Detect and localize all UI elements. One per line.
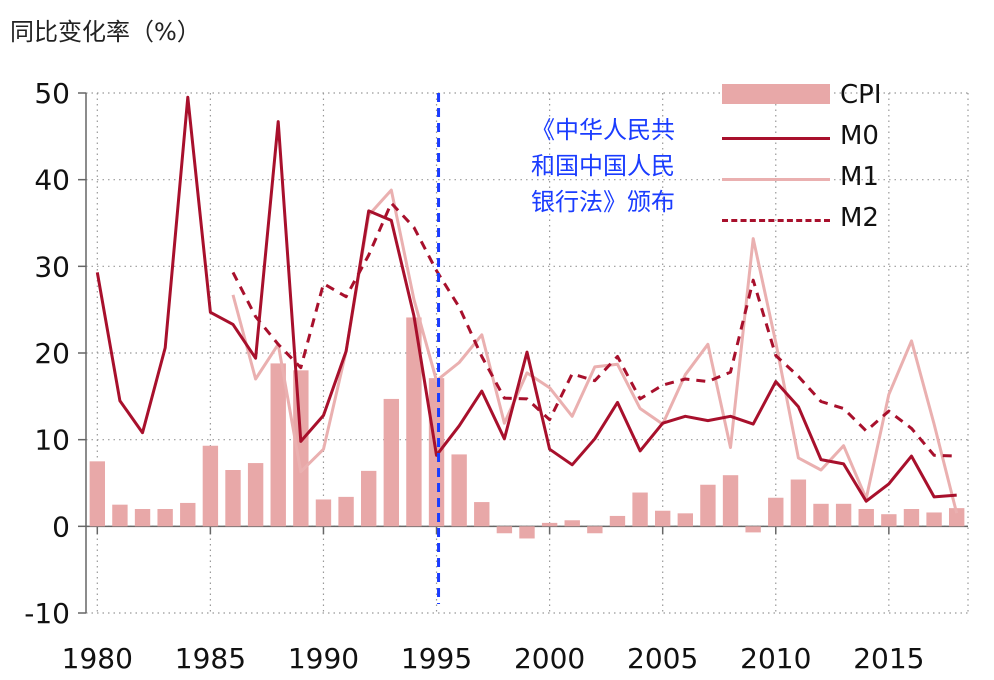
- cpi-bar: [745, 526, 761, 533]
- x-tick-label: 1980: [62, 642, 133, 675]
- cpi-bar: [587, 526, 603, 534]
- legend-swatch-cpi: [722, 84, 830, 104]
- y-tick-label: 10: [34, 424, 70, 457]
- cpi-bar: [813, 503, 829, 527]
- cpi-bar: [293, 370, 309, 527]
- y-tick-label: -10: [24, 597, 70, 630]
- cpi-bar: [112, 504, 128, 527]
- legend-item-m0: M0: [722, 119, 922, 160]
- y-tick-label: 0: [52, 510, 70, 543]
- cpi-bar: [338, 496, 354, 527]
- legend-swatch-m0: [722, 137, 830, 140]
- cpi-bar: [722, 475, 739, 527]
- cpi-bar: [157, 509, 173, 527]
- cpi-bar: [903, 509, 920, 527]
- cpi-bar: [180, 502, 196, 527]
- x-tick-label: 1990: [288, 642, 359, 675]
- y-tick-label: 20: [34, 337, 70, 370]
- cpi-bar: [361, 470, 377, 527]
- cpi-bar: [632, 492, 648, 527]
- legend-item-m2: M2: [722, 201, 922, 242]
- cpi-bar: [790, 479, 807, 527]
- m2-line: [231, 201, 957, 458]
- m0-line: [95, 95, 957, 503]
- x-tick-label: 2010: [740, 642, 811, 675]
- cpi-bar: [496, 526, 513, 534]
- legend-label-m1: M1: [840, 162, 879, 192]
- legend-label-m0: M0: [840, 121, 879, 151]
- y-axis-title: 同比变化率（%）: [10, 18, 201, 46]
- legend-label-m2: M2: [840, 203, 879, 233]
- cpi-bar: [926, 512, 942, 527]
- cpi-bar: [202, 445, 219, 527]
- legend-label-cpi: CPI: [840, 80, 882, 110]
- legend: CPI M0 M1 M2: [722, 78, 922, 242]
- legend-swatch-m1: [722, 178, 830, 181]
- cpi-bar: [655, 510, 671, 527]
- cpi-bar: [858, 509, 874, 527]
- cpi-bar: [949, 508, 965, 527]
- cpi-bar: [609, 515, 626, 527]
- cpi-bar: [406, 317, 422, 527]
- cpi-bar: [768, 497, 784, 527]
- cpi-bar: [383, 398, 399, 527]
- cpi-bar: [474, 502, 490, 527]
- y-tick-label: 40: [34, 164, 70, 197]
- cpi-bar: [541, 522, 558, 527]
- policy-annotation: 《中华人民共 和国中国人民 银行法》颁布: [531, 116, 675, 216]
- legend-item-cpi: CPI: [722, 78, 922, 119]
- x-tick-label: 2005: [627, 642, 698, 675]
- cpi-bar: [270, 363, 286, 527]
- cpi-bar: [247, 463, 264, 527]
- cpi-bar: [134, 509, 151, 527]
- cpi-bar: [700, 484, 716, 527]
- cpi-bar: [315, 499, 332, 527]
- x-tick-label: 1985: [175, 642, 246, 675]
- y-tick-label: 50: [34, 77, 70, 110]
- cpi-bar: [677, 513, 693, 527]
- legend-item-m1: M1: [722, 160, 922, 201]
- legend-swatch-m2: [722, 219, 830, 222]
- x-tick-label: 2000: [514, 642, 585, 675]
- y-tick-label: 30: [34, 250, 70, 283]
- x-tick-label: 1995: [401, 642, 472, 675]
- cpi-bar: [564, 520, 580, 527]
- cpi-bar: [89, 461, 105, 527]
- cpi-bar: [225, 470, 241, 527]
- cpi-bar: [881, 514, 897, 527]
- cpi-bar: [835, 503, 852, 527]
- x-tick-label: 2015: [853, 642, 924, 675]
- cpi-bar: [451, 454, 467, 527]
- cpi-bar: [519, 526, 535, 539]
